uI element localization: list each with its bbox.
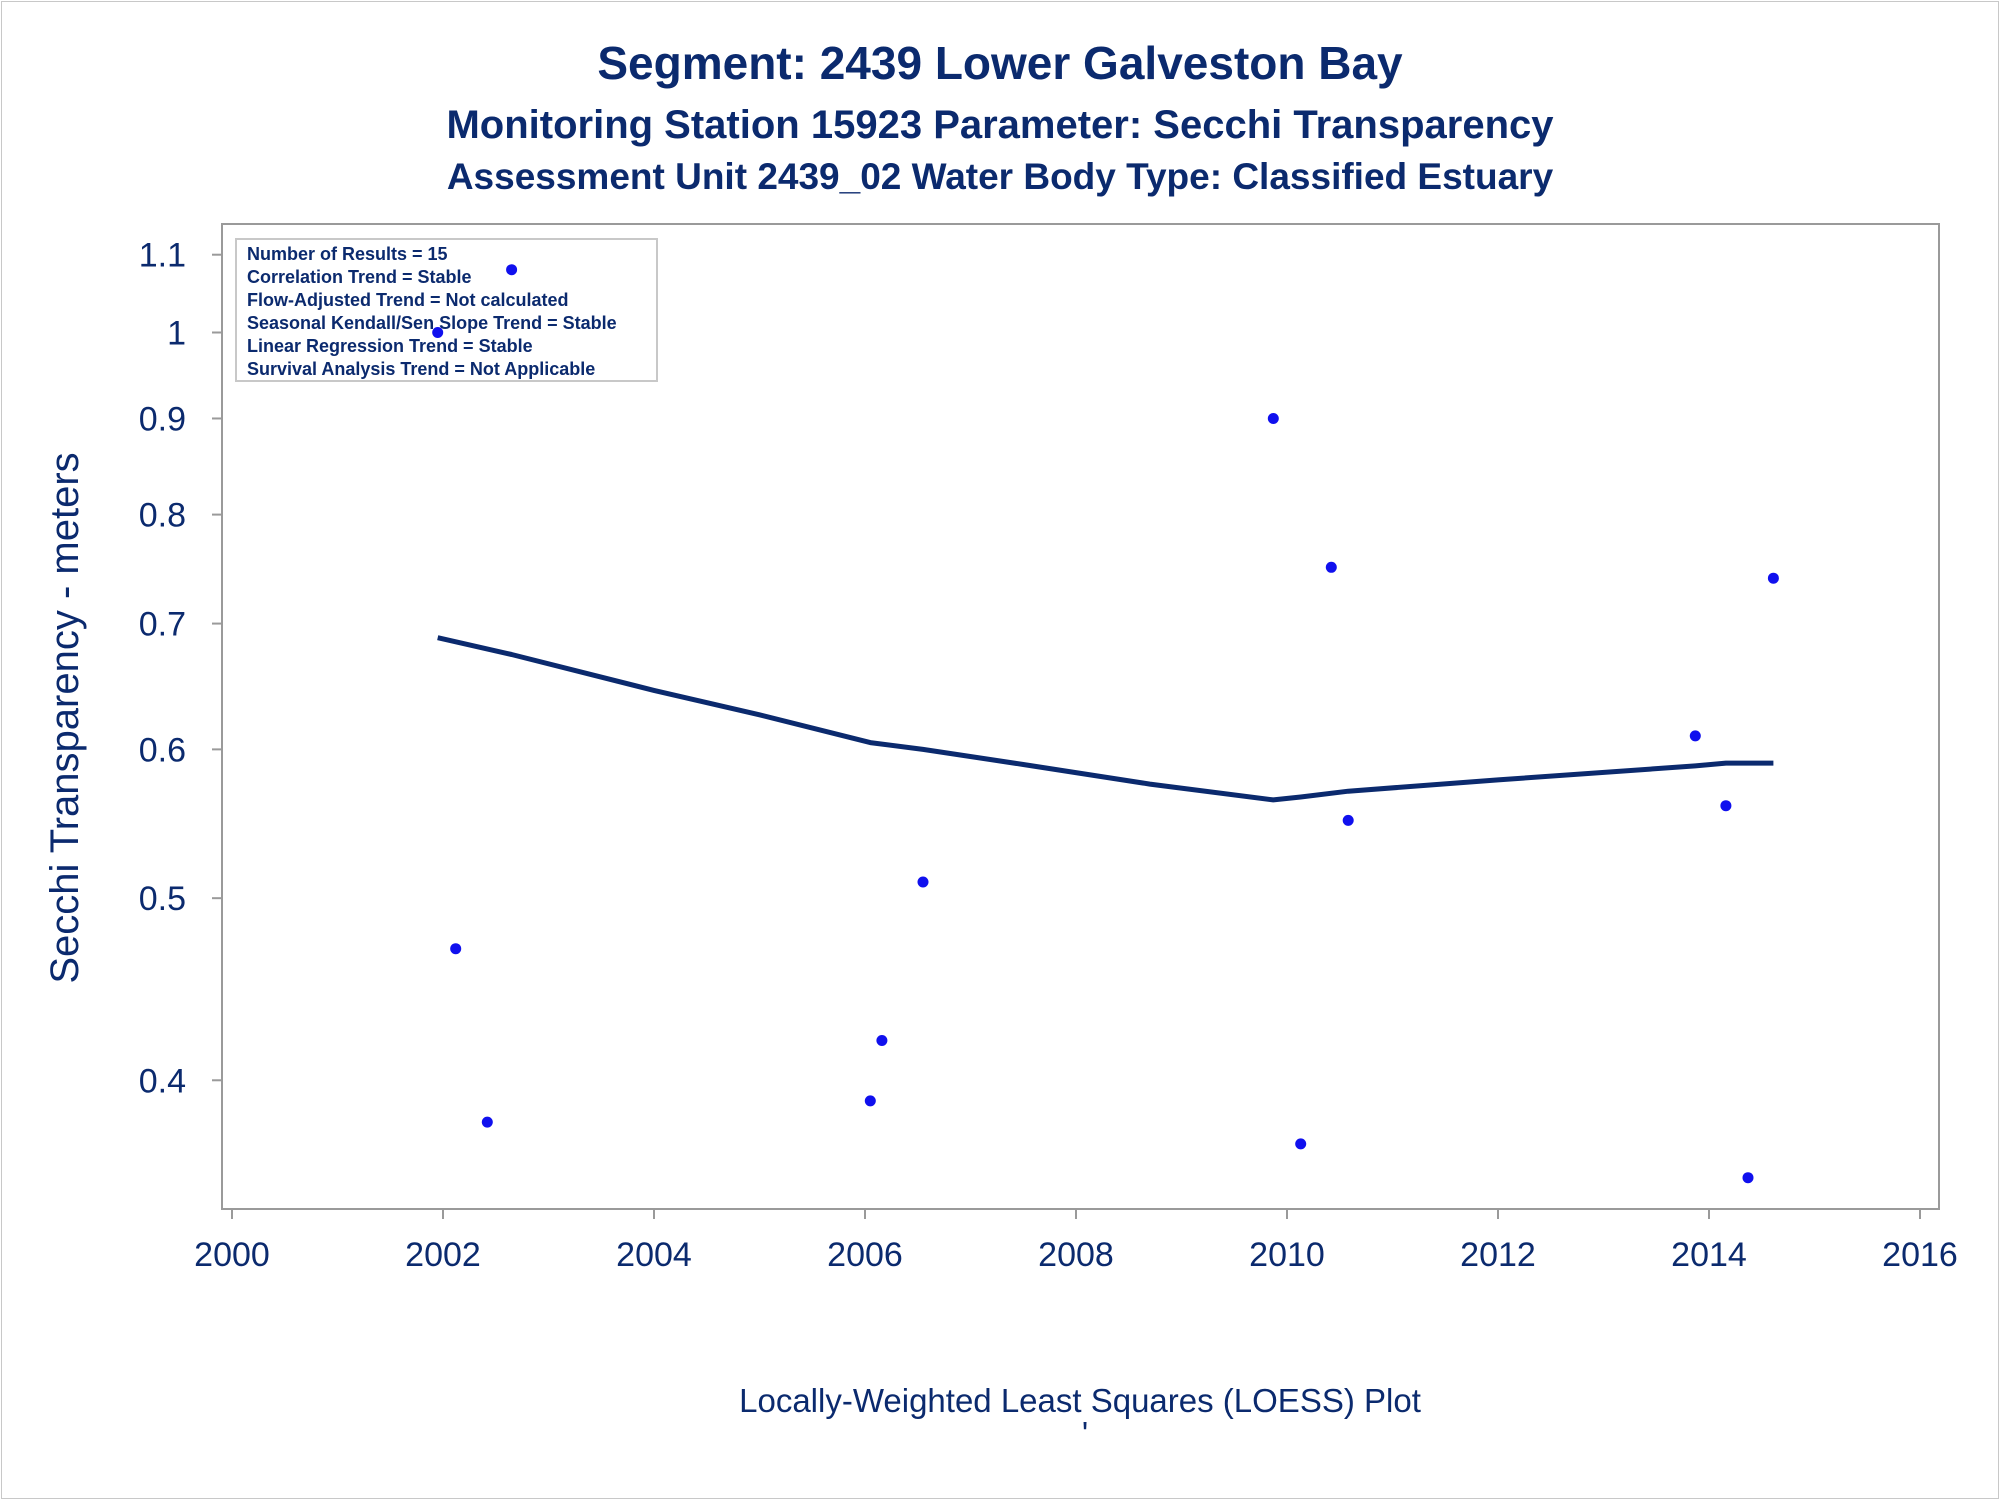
chart-title: Segment: 2439 Lower Galveston Bay <box>597 37 1403 89</box>
y-tick-label: 0.9 <box>139 400 186 438</box>
data-point <box>917 876 929 888</box>
x-tick-label: 2004 <box>616 1236 692 1274</box>
plot-area <box>221 223 1940 1210</box>
legend-line: Survival Analysis Trend = Not Applicable <box>247 359 595 379</box>
data-point <box>481 1116 493 1128</box>
x-tick-label: 2002 <box>405 1236 481 1274</box>
data-point <box>1295 1138 1307 1150</box>
legend-line: Linear Regression Trend = Stable <box>247 336 533 356</box>
footnote: Locally-Weighted Least Squares (LOESS) P… <box>739 1382 1421 1419</box>
trend-legend: Number of Results = 15 Correlation Trend … <box>235 238 658 382</box>
chart-subtitle-station: Monitoring Station 15923 Parameter: Secc… <box>446 103 1554 147</box>
data-point <box>876 1035 888 1046</box>
y-axis: 0.4 0.5 0.6 0.7 0.8 0.9 1 1.1 <box>139 237 222 1100</box>
y-tick-label: 1.1 <box>139 237 186 275</box>
x-tick-label: 2000 <box>194 1236 270 1274</box>
x-tick-label: 2016 <box>1882 1236 1958 1274</box>
y-tick-label: 0.6 <box>139 731 186 769</box>
x-tick-label: 2010 <box>1249 1236 1325 1274</box>
data-point <box>1342 814 1354 826</box>
legend-line: Correlation Trend = Stable <box>247 267 472 287</box>
y-tick-label: 0.4 <box>139 1062 186 1100</box>
legend-line: Flow-Adjusted Trend = Not calculated <box>247 290 569 310</box>
y-axis-label: Secchi Transparency - meters <box>43 452 87 983</box>
data-point <box>864 1095 876 1107</box>
legend-line: Number of Results = 15 <box>247 244 448 264</box>
data-point <box>1325 561 1337 573</box>
x-axis: 2000 2002 2004 2006 2008 2010 2012 2014 2016 <box>194 1209 1958 1274</box>
y-tick-label: 0.7 <box>139 606 186 644</box>
y-tick-label: 0.8 <box>139 497 186 535</box>
x-tick-label: 2006 <box>827 1236 903 1274</box>
x-tick-label: 2012 <box>1460 1236 1536 1274</box>
data-point <box>1742 1172 1754 1184</box>
data-points <box>432 264 1779 1184</box>
chart-subtitle-assessment: Assessment Unit 2439_02 Water Body Type:… <box>447 156 1554 197</box>
data-point <box>450 943 462 955</box>
legend-line: Seasonal Kendall/Sen Slope Trend = Stabl… <box>247 313 617 333</box>
x-tick-label: 2014 <box>1671 1236 1747 1274</box>
loess-line <box>437 635 1774 803</box>
data-point <box>506 264 518 276</box>
footnote-mark: ' <box>1082 1415 1088 1452</box>
y-tick-label: 1 <box>167 314 186 352</box>
data-point <box>432 327 444 338</box>
data-point <box>1767 572 1779 584</box>
x-tick-label: 2008 <box>1038 1236 1114 1274</box>
data-point <box>1689 730 1701 742</box>
data-point <box>1267 413 1279 424</box>
legend-box <box>235 238 658 382</box>
data-point <box>1720 800 1732 812</box>
y-tick-label: 0.5 <box>139 880 186 918</box>
